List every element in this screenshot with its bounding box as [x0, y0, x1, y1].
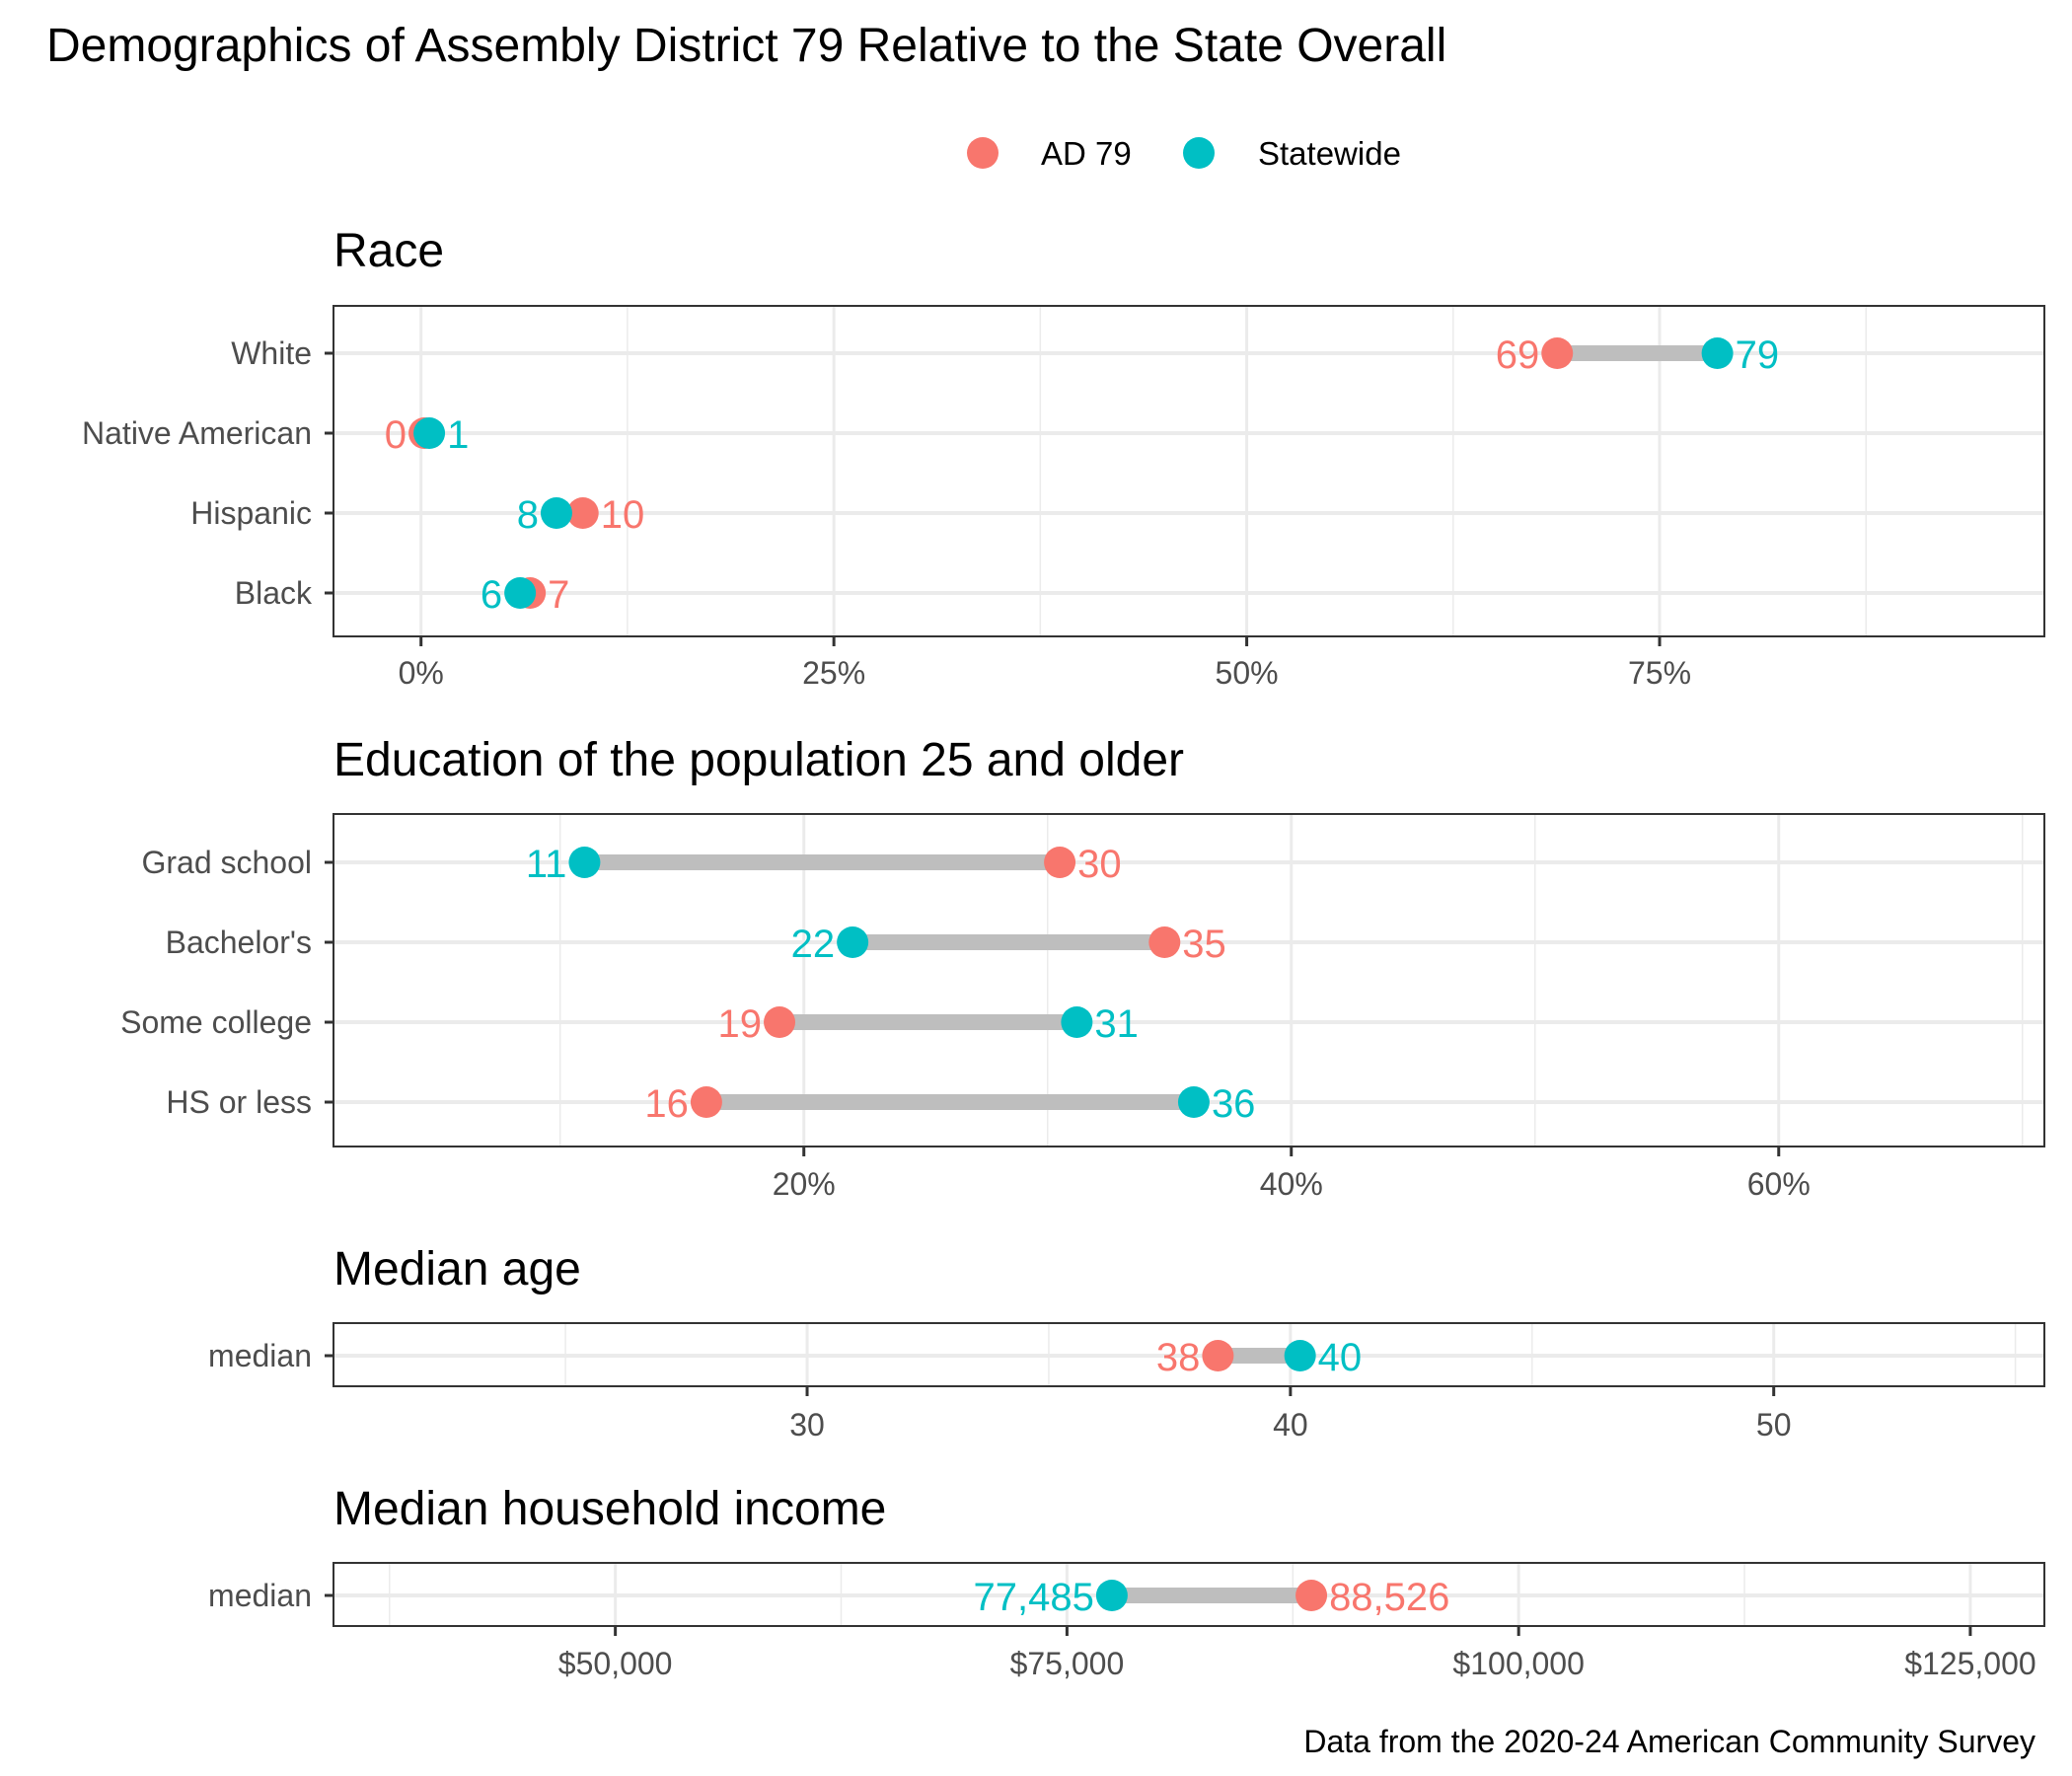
panel-title: Median age — [333, 1243, 581, 1295]
x-tick-label: 0% — [399, 655, 444, 691]
panel-2: Median age 38 40 median 30 40 50 — [208, 1243, 2045, 1443]
point-statewide — [540, 497, 572, 529]
legend-label-ad79: AD 79 — [1041, 135, 1132, 172]
panel-title: Education of the population 25 and older — [333, 734, 1184, 786]
value-label-statewide: 77,485 — [974, 1576, 1094, 1619]
value-label-ad79: 69 — [1496, 333, 1540, 377]
y-tick-label: Bachelor's — [166, 925, 312, 960]
x-tick-label: 25% — [802, 655, 865, 691]
legend-key-ad79 — [967, 137, 999, 169]
value-label-statewide: 1 — [447, 413, 469, 457]
value-label-statewide: 36 — [1212, 1082, 1256, 1126]
value-label-statewide: 79 — [1736, 333, 1780, 377]
x-tick-label: 50% — [1216, 655, 1279, 691]
panel-border — [333, 813, 2045, 1147]
value-label-ad79: 7 — [548, 573, 569, 617]
caption: Data from the 2020-24 American Community… — [1303, 1724, 2035, 1759]
value-label-statewide: 22 — [791, 923, 836, 966]
value-label-ad79: 10 — [601, 493, 645, 537]
panel-title: Race — [333, 225, 444, 277]
x-tick-label: 50 — [1756, 1407, 1792, 1443]
value-label-statewide: 40 — [1318, 1336, 1363, 1379]
y-tick-label: Grad school — [141, 845, 312, 880]
x-tick-label: 40 — [1273, 1407, 1308, 1443]
value-label-statewide: 8 — [517, 493, 539, 537]
x-tick-label: 20% — [773, 1166, 836, 1202]
value-label-ad79: 38 — [1156, 1336, 1201, 1379]
panel-1: Education of the population 25 and older… — [120, 734, 2045, 1202]
y-tick-label: Some college — [120, 1004, 312, 1040]
legend: AD 79 Statewide — [967, 135, 1401, 172]
value-label-ad79: 88,526 — [1329, 1576, 1449, 1619]
point-statewide — [504, 577, 537, 609]
panel-0: Race 69 79 White 0 1 Native American 10 8 Hispani… — [82, 225, 2045, 691]
point-ad79 — [690, 1086, 722, 1118]
point-ad79 — [764, 1006, 796, 1038]
point-ad79 — [1541, 337, 1574, 369]
point-ad79 — [1295, 1580, 1328, 1611]
y-tick-label: White — [231, 335, 312, 371]
point-statewide — [1701, 337, 1734, 369]
legend-label-statewide: Statewide — [1258, 135, 1401, 172]
y-tick-label: HS or less — [166, 1084, 312, 1120]
y-tick-label: median — [208, 1578, 312, 1613]
point-statewide — [568, 847, 601, 878]
x-tick-label: 60% — [1747, 1166, 1811, 1202]
value-label-ad79: 16 — [644, 1082, 689, 1126]
point-statewide — [1061, 1006, 1093, 1038]
x-tick-label: $50,000 — [558, 1646, 673, 1681]
value-label-ad79: 19 — [718, 1002, 763, 1046]
chart-title: Demographics of Assembly District 79 Rel… — [46, 20, 1446, 72]
value-label-statewide: 31 — [1094, 1002, 1139, 1046]
point-ad79 — [566, 497, 599, 529]
panel-border — [333, 1562, 2045, 1627]
value-label-statewide: 6 — [481, 573, 502, 617]
y-tick-label: median — [208, 1338, 312, 1373]
point-ad79 — [1044, 847, 1076, 878]
point-statewide — [1095, 1580, 1128, 1611]
point-statewide — [413, 417, 446, 449]
point-statewide — [1284, 1340, 1316, 1371]
point-ad79 — [1148, 926, 1181, 958]
value-label-statewide: 11 — [526, 843, 567, 886]
legend-key-statewide — [1183, 137, 1215, 169]
panel-border — [333, 305, 2045, 637]
value-label-ad79: 30 — [1077, 843, 1122, 886]
panel-3: Median household income 88,526 77,485 media… — [208, 1483, 2045, 1681]
y-tick-label: Native American — [82, 415, 312, 451]
value-label-ad79: 0 — [385, 413, 407, 457]
x-tick-label: $100,000 — [1452, 1646, 1584, 1681]
x-tick-label: $75,000 — [1010, 1646, 1125, 1681]
point-ad79 — [1202, 1340, 1234, 1371]
panel-border — [333, 1322, 2045, 1387]
x-tick-label: $125,000 — [1904, 1646, 2035, 1681]
x-tick-label: 40% — [1260, 1166, 1323, 1202]
y-tick-label: Black — [235, 575, 313, 611]
legend-item-statewide: Statewide — [1183, 135, 1401, 172]
x-tick-label: 30 — [789, 1407, 825, 1443]
point-statewide — [837, 926, 869, 958]
legend-item-ad79: AD 79 — [967, 135, 1132, 172]
x-tick-label: 75% — [1628, 655, 1691, 691]
value-label-ad79: 35 — [1182, 923, 1226, 966]
panel-title: Median household income — [333, 1483, 886, 1535]
point-statewide — [1177, 1086, 1210, 1118]
y-tick-label: Hispanic — [190, 495, 312, 531]
